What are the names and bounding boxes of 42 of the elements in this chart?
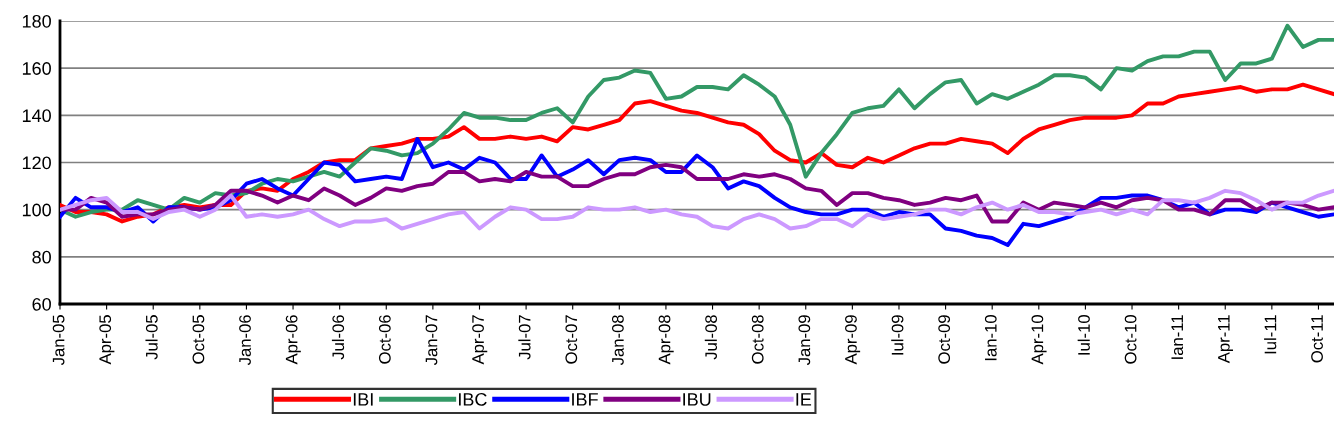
x-tick-label: Apr-10 bbox=[1031, 315, 1047, 365]
x-tick-label: Apr-06 bbox=[285, 315, 301, 365]
line-series bbox=[60, 188, 1334, 231]
x-tick-label: Jul-06 bbox=[331, 315, 345, 360]
y-tick-label: 160 bbox=[22, 62, 51, 75]
legend-label: IBF bbox=[572, 393, 598, 406]
x-tick-label: Apr-09 bbox=[845, 315, 861, 365]
x-tick-label: Oct-11 bbox=[1311, 315, 1323, 363]
x-tick-label: Apr-05 bbox=[99, 315, 115, 365]
x-tick-label: Jan-08 bbox=[611, 315, 624, 366]
x-tick-label: Iul-09 bbox=[891, 315, 904, 355]
y-tick-label: 80 bbox=[32, 250, 51, 264]
x-tick-label: Jul-08 bbox=[704, 315, 718, 360]
x-tick-label: Oct-06 bbox=[378, 315, 391, 364]
x-tick-label: Apr-07 bbox=[472, 315, 488, 365]
y-tick-label: 120 bbox=[22, 156, 51, 170]
x-tick-label: Jan-05 bbox=[52, 315, 65, 366]
legend-label: IBI bbox=[353, 393, 373, 406]
x-tick-label: Jul-07 bbox=[518, 315, 531, 360]
x-tick-label: Oct-09 bbox=[938, 315, 951, 364]
y-tick-label: 180 bbox=[22, 14, 51, 28]
x-tick-label: Oct-07 bbox=[565, 315, 578, 364]
legend-label: IE bbox=[796, 393, 812, 406]
x-tick-label: Oct-10 bbox=[1124, 315, 1137, 364]
x-tick-label: Jan-09 bbox=[798, 315, 811, 366]
x-tick-label: Jan-07 bbox=[425, 315, 438, 366]
x-tick-label: Jul-05 bbox=[145, 315, 158, 360]
x-tick-label: Oct-08 bbox=[751, 315, 764, 364]
y-tick-label: 140 bbox=[22, 109, 51, 123]
x-tick-label: Ian-10 bbox=[984, 315, 997, 361]
x-tick-label: Oct-05 bbox=[192, 315, 205, 364]
y-tick-label: 100 bbox=[22, 203, 51, 217]
x-tick-label: Iul-10 bbox=[1077, 315, 1090, 355]
y-tick-label: 60 bbox=[32, 297, 51, 311]
x-tick-label: Iul-11 bbox=[1264, 315, 1277, 354]
x-tick-label: Ian-11 bbox=[1171, 315, 1184, 359]
legend-label: IBC bbox=[459, 392, 487, 406]
x-tick-label: Apr-08 bbox=[658, 315, 674, 365]
x-tick-label: Apr-11 bbox=[1218, 315, 1234, 364]
x-tick-label: Jan-06 bbox=[239, 315, 251, 366]
legend-label: IBU bbox=[683, 393, 711, 406]
line-series bbox=[60, 162, 1334, 224]
